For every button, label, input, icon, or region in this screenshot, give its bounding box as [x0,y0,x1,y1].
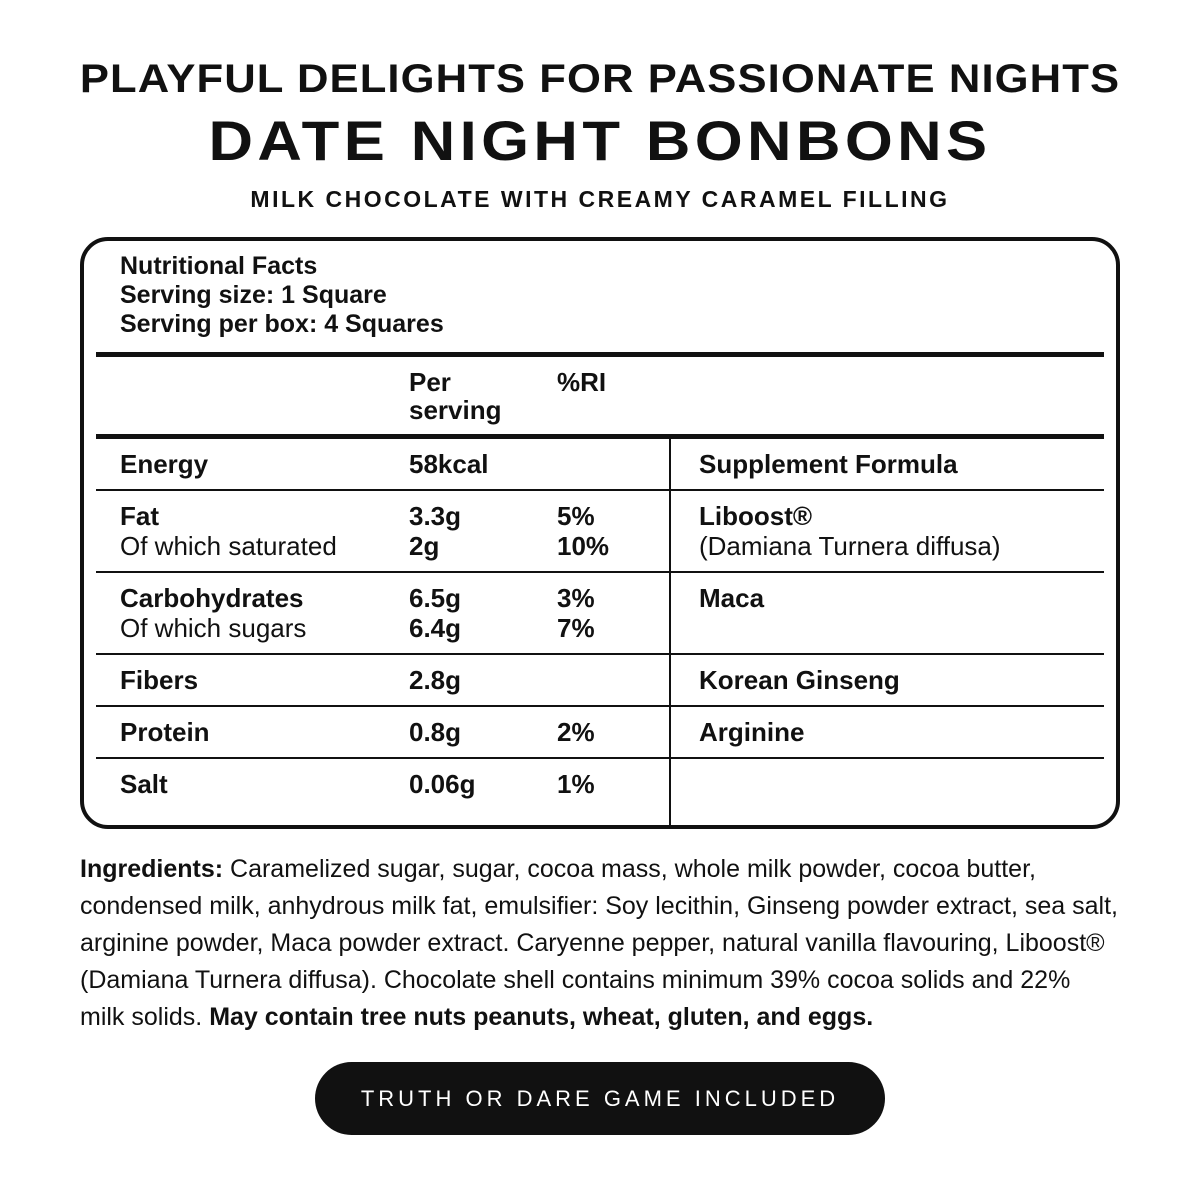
nutrient-name: Carbohydrates [120,583,304,613]
allergen-statement: May contain tree nuts peanuts, wheat, gl… [209,1003,874,1031]
serving-size: Serving size: 1 Square [120,281,387,309]
supplement-cell: Maca [669,573,1104,653]
nutrient-label: Fibers [96,655,409,705]
ri-value: 3% [557,583,595,613]
supplement-name: Arginine [699,717,805,747]
table-row-protein: Protein 0.8g 2% Arginine [96,705,1104,757]
ri-sub-value: 7% [557,613,595,643]
label-page: PLAYFUL DELIGHTS FOR PASSIONATE NIGHTS D… [79,57,1121,1135]
ingredients-label: Ingredients: [80,855,224,883]
nutrient-label: Protein [96,707,409,757]
column-header-per-serving: Per serving [409,367,502,425]
nutrition-panel-header: Nutritional Facts Serving size: 1 Square… [96,241,1104,352]
nutrient-sub-name: Of which sugars [120,613,307,643]
column-header-ri: %RI [557,367,607,397]
table-row-fat: Fat Of which saturated 3.3g 2g 5% 10% Li… [96,489,1104,571]
supplement-cell [669,759,1104,825]
per-serving-sub-value: 2g [409,531,440,561]
nutrition-heading: Nutritional Facts [120,252,318,280]
servings-per-box: Serving per box: 4 Squares [120,310,444,338]
ri-cell: 1% [557,759,669,825]
ingredients-paragraph: Ingredients: Caramelized sugar, sugar, c… [80,851,1120,1036]
nutrient-sub-name: Of which saturated [120,531,337,561]
divider-thick-top [96,352,1104,357]
per-serving-value: 2.8g [409,665,462,695]
ri-value: 2% [557,717,595,747]
per-serving-sub-value: 6.4g [409,613,462,643]
supplement-cell: Supplement Formula [669,439,1104,489]
per-serving-value: 3.3g [409,501,462,531]
per-serving-cell: 2.8g [409,655,557,705]
nutrient-name: Fibers [120,665,199,695]
truth-or-dare-badge: TRUTH OR DARE GAME INCLUDED [314,1062,886,1135]
nutrition-facts-panel: Nutritional Facts Serving size: 1 Square… [80,237,1120,829]
column-header-row: Per serving %RI [96,357,1104,434]
ri-cell [557,655,669,705]
table-row-salt: Salt 0.06g 1% [96,757,1104,825]
badge-container: TRUTH OR DARE GAME INCLUDED [80,1062,1120,1135]
table-row-fibers: Fibers 2.8g Korean Ginseng [96,653,1104,705]
supplement-cell: Arginine [669,707,1104,757]
nutrient-name: Fat [120,501,159,531]
per-serving-value: 0.8g [409,717,462,747]
nutrient-name: Energy [120,449,209,479]
product-subtitle: MILK CHOCOLATE WITH CREAMY CARAMEL FILLI… [250,186,950,212]
column-header-spacer [96,357,409,434]
supplement-cell: Liboost® (Damiana Turnera diffusa) [669,491,1104,571]
supplement-sub: (Damiana Turnera diffusa) [699,531,1001,561]
supplement-name: Supplement Formula [699,449,958,479]
table-row-carbohydrates: Carbohydrates Of which sugars 6.5g 6.4g … [96,571,1104,653]
ri-value: 1% [557,769,595,799]
table-row-energy: Energy 58kcal Supplement Formula [96,439,1104,489]
per-serving-value: 0.06g [409,769,476,799]
ri-sub-value: 10% [557,531,610,561]
nutrition-table: Energy 58kcal Supplement Formula [96,439,1104,825]
ri-cell: 5% 10% [557,491,669,571]
per-serving-cell: 58kcal [409,439,557,489]
per-serving-cell: 0.06g [409,759,557,825]
ri-cell: 2% [557,707,669,757]
product-title: DATE NIGHT BONBONS [208,109,992,172]
header-tagline: PLAYFUL DELIGHTS FOR PASSIONATE NIGHTS [79,57,1121,101]
nutrient-label: Fat Of which saturated [96,491,409,571]
supplement-name: Korean Ginseng [699,665,900,695]
ingredients-body: Caramelized sugar, sugar, cocoa mass, wh… [80,855,1118,1031]
nutrient-label: Salt [96,759,409,825]
per-serving-cell: 3.3g 2g [409,491,557,571]
nutrient-label: Carbohydrates Of which sugars [96,573,409,653]
supplement-name: Maca [699,583,765,613]
per-serving-cell: 6.5g 6.4g [409,573,557,653]
nutrient-name: Salt [120,769,168,799]
column-header-empty [669,357,1104,434]
per-serving-value: 6.5g [409,583,462,613]
divider-thick-bottom [96,434,1104,439]
supplement-name: Liboost® [699,501,813,531]
supplement-cell: Korean Ginseng [669,655,1104,705]
ri-cell: 3% 7% [557,573,669,653]
nutrient-name: Protein [120,717,210,747]
per-serving-cell: 0.8g [409,707,557,757]
nutrient-label: Energy [96,439,409,489]
ri-cell [557,439,669,489]
per-serving-value: 58kcal [409,449,489,479]
ri-value: 5% [557,501,595,531]
